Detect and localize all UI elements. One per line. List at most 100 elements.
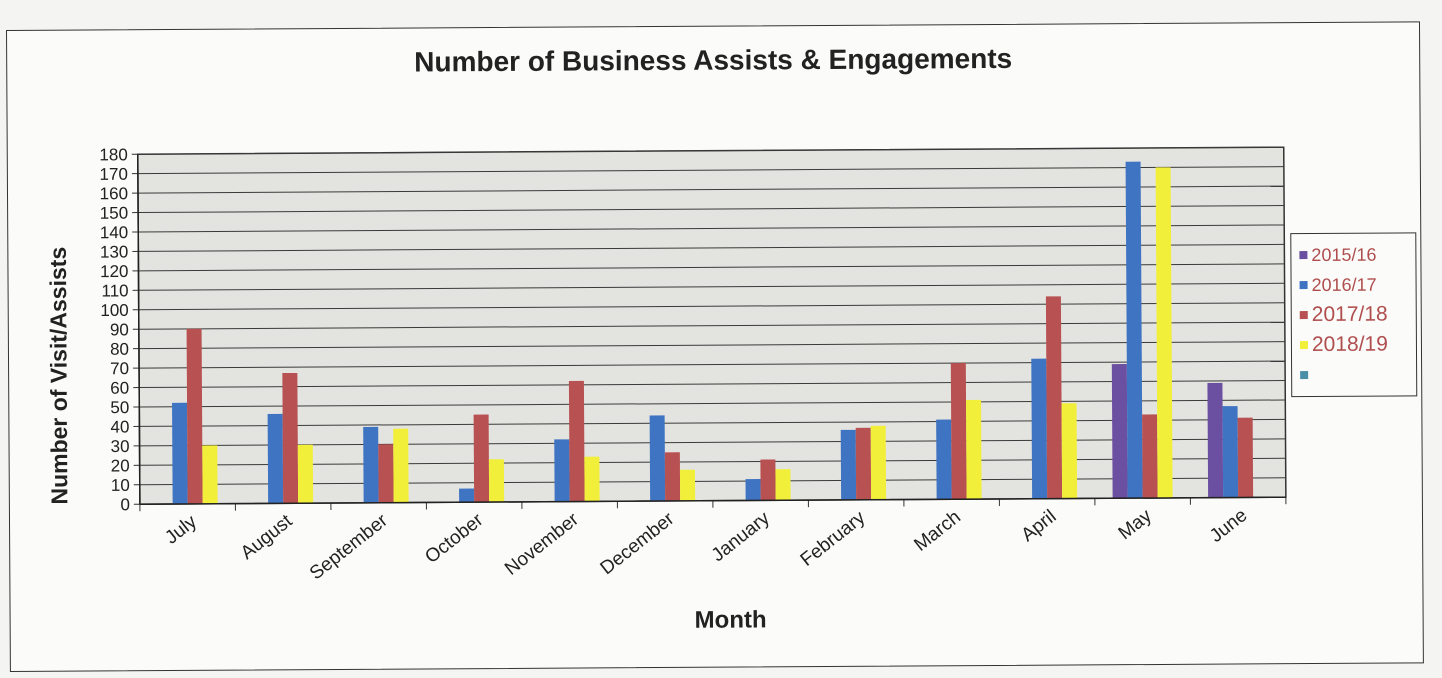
bar-2018-19-september — [393, 428, 409, 503]
bar-2017-18-july — [186, 328, 203, 504]
bar-2017-18-march — [950, 363, 967, 500]
bar-2016-17-october — [459, 488, 475, 503]
x-tick-label: July — [161, 511, 201, 549]
legend-label: 2018/19 — [1311, 332, 1388, 357]
bar-2016-17-august — [267, 413, 284, 504]
x-tick-label: September — [306, 510, 392, 585]
x-tick-label: February — [797, 507, 870, 571]
legend-item-2018-19: 2018/19 — [1292, 329, 1416, 360]
y-tick-label: 10 — [111, 476, 130, 495]
y-tick-label: 40 — [110, 417, 129, 436]
y-tick-label: 130 — [100, 242, 128, 261]
bar-2018-19-march — [966, 399, 982, 500]
gridline — [137, 185, 1284, 194]
y-tick-label: 50 — [110, 398, 129, 417]
y-tick-label: 180 — [99, 145, 127, 164]
y-tick-label: 170 — [99, 165, 127, 184]
y-tick-label: 140 — [100, 223, 128, 242]
y-tick-label: 70 — [110, 359, 129, 378]
gridline — [139, 438, 1286, 447]
gridline — [138, 321, 1285, 330]
bar-2017-18-january — [760, 459, 776, 501]
legend-swatch — [1299, 341, 1308, 350]
gridline — [138, 282, 1285, 291]
legend-swatch — [1299, 311, 1308, 320]
y-tick-label: 100 — [100, 301, 128, 320]
gridline — [139, 399, 1286, 408]
x-tick-label: May — [1115, 505, 1157, 544]
bar-2015-16-june — [1207, 382, 1224, 498]
bar-2018-19-may — [1155, 167, 1173, 498]
legend-swatch — [1300, 371, 1309, 380]
gridline — [139, 457, 1286, 466]
bar-2016-17-april — [1031, 358, 1048, 499]
y-tick-label: 90 — [110, 320, 129, 339]
legend-label: 2016/17 — [1311, 274, 1377, 295]
gridline — [139, 477, 1286, 486]
gridline — [138, 205, 1285, 214]
legend-swatch — [1299, 251, 1308, 260]
bar-2018-19-january — [775, 469, 791, 501]
gridline — [139, 360, 1286, 369]
bar-2016-17-june — [1222, 406, 1239, 498]
y-tick-label: 20 — [111, 456, 130, 475]
gridline — [138, 263, 1285, 272]
gridline — [138, 243, 1285, 252]
bar-2016-17-january — [745, 479, 761, 501]
bar-2017-18-october — [473, 414, 490, 503]
y-tick-label: 60 — [110, 379, 129, 398]
bar-2018-19-august — [297, 444, 314, 504]
bar-2017-18-november — [568, 380, 585, 502]
x-tick-label: November — [501, 509, 583, 580]
plot-area: 0102030405060708090100110120130140150160… — [99, 145, 1287, 585]
bar-2017-18-september — [378, 444, 394, 503]
x-tick-label: December — [597, 508, 679, 579]
gridline — [139, 380, 1286, 389]
legend-swatch — [1299, 281, 1308, 290]
bar-2016-17-february — [840, 429, 857, 500]
y-tick-label: 110 — [101, 281, 128, 300]
gridline — [138, 302, 1285, 311]
legend-item-2015-16: 2015/16 — [1291, 239, 1415, 270]
bar-2017-18-december — [664, 452, 681, 501]
bar-2016-17-november — [554, 439, 570, 502]
gridline — [138, 224, 1285, 233]
x-tick-label: August — [237, 510, 297, 564]
x-tick-label: March — [910, 507, 964, 556]
y-tick-label: 120 — [100, 262, 128, 281]
bar-2016-17-march — [936, 419, 952, 500]
gridline — [137, 166, 1284, 175]
gridline — [139, 418, 1286, 427]
y-tick-label: 30 — [111, 437, 130, 456]
x-tick-label: January — [708, 507, 774, 566]
bar-2018-19-november — [584, 456, 600, 502]
bar-2017-18-june — [1237, 417, 1254, 498]
legend-item-2016-17: 2016/17 — [1291, 269, 1415, 300]
legend: 2015/16 2016/17 2017/18 2018/19 — [1290, 232, 1418, 398]
bar-2018-19-april — [1061, 403, 1078, 499]
legend-item-2017-18: 2017/18 — [1292, 299, 1416, 330]
y-tick-label: 160 — [100, 184, 128, 203]
bar-2016-17-july — [172, 402, 188, 504]
bar-2018-19-july — [202, 445, 218, 504]
chart-frame: Number of Business Assists & Engagements… — [6, 21, 1424, 672]
bar-2018-19-february — [870, 425, 887, 500]
x-tick-label: June — [1206, 505, 1251, 547]
bar-2017-18-february — [855, 427, 872, 500]
bar-2015-16-may — [1111, 363, 1128, 499]
y-tick-label: 0 — [120, 495, 130, 514]
bar-2016-17-december — [649, 415, 666, 502]
gridline — [137, 146, 1284, 155]
legend-item-unlabeled — [1292, 359, 1416, 390]
y-axis-line — [137, 154, 141, 505]
bar-2016-17-may — [1125, 161, 1143, 499]
x-tick-label: April — [1018, 506, 1061, 546]
bar-2016-17-september — [363, 426, 379, 503]
bar-2018-19-october — [488, 459, 505, 503]
x-axis-line — [139, 496, 1286, 505]
legend-label: 2015/16 — [1311, 244, 1377, 265]
y-tick-label: 150 — [100, 204, 128, 223]
legend-label: 2017/18 — [1311, 302, 1388, 327]
bar-2018-19-december — [679, 469, 696, 501]
bar-2017-18-april — [1045, 296, 1063, 499]
